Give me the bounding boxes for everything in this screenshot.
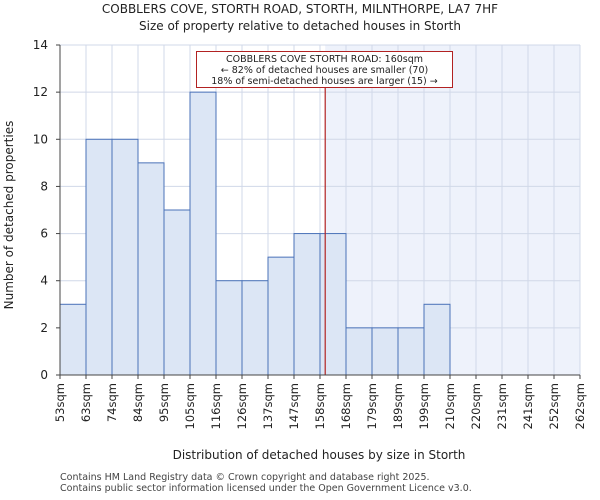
y-tick-label: 2: [40, 321, 48, 335]
bar: [189, 91, 217, 376]
y-tick-label: 10: [33, 132, 48, 146]
x-tick-label: 231sqm: [495, 383, 509, 429]
x-tick-label: 210sqm: [443, 383, 457, 429]
y-tick-labels: 0 2 4 6 8 10 12 14: [33, 38, 48, 382]
x-tick-label: 252sqm: [547, 383, 561, 429]
y-tick-label: 6: [40, 227, 48, 241]
x-axis-label: Distribution of detached houses by size …: [173, 448, 466, 462]
x-tick-label: 179sqm: [365, 383, 379, 429]
grid-lines: [59, 44, 581, 376]
x-tick-label: 241sqm: [521, 383, 535, 429]
bar: [85, 138, 113, 376]
bar: [163, 209, 191, 376]
chart-subtitle: Size of property relative to detached ho…: [139, 19, 461, 33]
x-tick-label: 147sqm: [287, 383, 301, 429]
bar: [293, 233, 321, 376]
bar: [397, 327, 425, 376]
x-tick-label: 158sqm: [313, 383, 327, 429]
bar: [319, 233, 347, 376]
bar: [215, 280, 243, 376]
x-tick-label: 137sqm: [261, 383, 275, 429]
bar: [137, 162, 165, 376]
footer-line-2: Contains public sector information licen…: [60, 483, 472, 494]
bar: [241, 280, 269, 376]
plot-background: [325, 45, 580, 375]
annotation-line-3: 18% of semi-detached houses are larger (…: [211, 76, 438, 87]
x-tick-label: 84sqm: [131, 383, 145, 422]
x-tick-label: 74sqm: [105, 383, 119, 422]
annotation-box: COBBLERS COVE STORTH ROAD: 160sqm ← 82% …: [196, 51, 453, 88]
bar: [59, 303, 87, 376]
annotation-line-1: COBBLERS COVE STORTH ROAD: 160sqm: [225, 54, 424, 65]
y-tick-label: 12: [33, 85, 48, 99]
x-tick-label: 95sqm: [157, 383, 171, 422]
x-tick-label: 126sqm: [235, 383, 249, 429]
chart-title: COBBLERS COVE, STORTH ROAD, STORTH, MILN…: [101, 2, 499, 16]
y-axis-label: Number of detached properties: [2, 121, 16, 310]
annotation-line-2: ← 82% of detached houses are smaller (70…: [220, 65, 429, 76]
bar: [345, 327, 373, 376]
x-tick-label: 53sqm: [53, 383, 67, 422]
x-tick-label: 63sqm: [79, 383, 93, 422]
footer-line-1: Contains HM Land Registry data © Crown c…: [60, 472, 430, 483]
x-tick-labels: 53sqm 63sqm 74sqm 84sqm 95sqm 105sqm 116sqm 126…: [53, 383, 587, 429]
y-tick-label: 4: [40, 274, 48, 288]
bar: [371, 327, 399, 376]
x-tick-label: 105sqm: [183, 383, 197, 429]
x-tick-label: 199sqm: [417, 383, 431, 429]
axes: [56, 44, 581, 379]
x-tick-label: 168sqm: [339, 383, 353, 429]
bar: [267, 256, 295, 376]
highlight-region: [325, 45, 580, 375]
y-tick-label: 8: [40, 179, 48, 193]
x-tick-label: 220sqm: [469, 383, 483, 429]
x-tick-label: 189sqm: [391, 383, 405, 429]
bar: [111, 138, 139, 376]
bars: [59, 91, 451, 376]
y-tick-label: 0: [40, 368, 48, 382]
bar: [423, 303, 451, 376]
x-tick-label: 262sqm: [573, 383, 587, 429]
y-tick-label: 14: [33, 38, 48, 52]
x-tick-label: 116sqm: [209, 383, 223, 429]
